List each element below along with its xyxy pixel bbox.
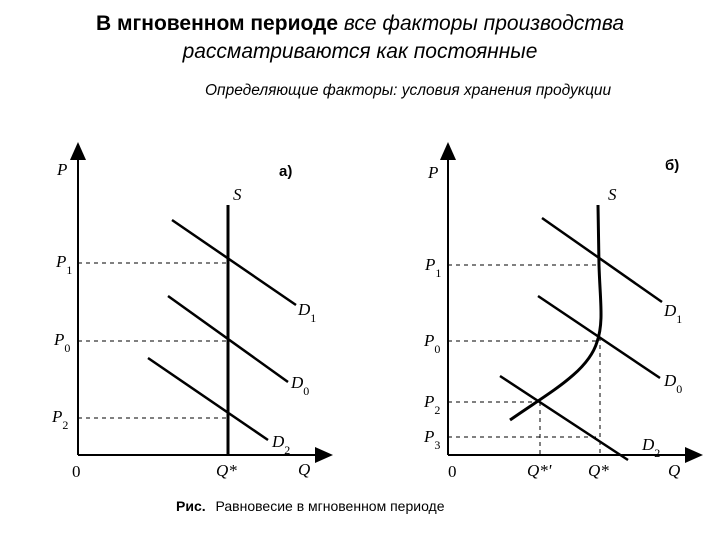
panel-a: P Q 0 а) S Q* P1 P0 P2 D1 D0 D2	[51, 142, 333, 481]
b-x-axis-label: Q	[668, 461, 680, 480]
a-y-axis-label: P	[56, 160, 67, 179]
b-q-label: Q*	[588, 461, 609, 480]
caption-text: Равновесие в мгновенном периоде	[216, 498, 445, 514]
a-panel-tag: а)	[279, 163, 292, 180]
b-panel-tag: б)	[665, 157, 679, 174]
b-demand-label-d0: D0	[663, 371, 682, 396]
a-demand-label-d2: D2	[271, 432, 290, 457]
b-price-p2: P2	[423, 392, 440, 417]
a-price-p1: P1	[55, 252, 72, 277]
b-demand-d0	[537, 294, 661, 380]
a-price-p0: P0	[53, 330, 70, 355]
title-line-1: В мгновенном периоде все факторы произво…	[0, 10, 720, 38]
b-demand-d1	[541, 216, 663, 304]
a-demand-label-d0: D0	[290, 373, 309, 398]
b-origin-label: 0	[448, 462, 457, 481]
a-demand-d2	[147, 356, 269, 442]
title-italic: все факторы производства	[343, 12, 624, 35]
slide-title: В мгновенном периоде все факторы произво…	[0, 10, 720, 66]
a-x-axis-label: Q	[298, 460, 310, 479]
b-q-label-prime: Q*'	[527, 461, 552, 480]
figure-caption: Рис. Равновесие в мгновенном периоде	[176, 498, 445, 514]
b-demand-label-d1: D1	[663, 301, 682, 326]
caption-prefix: Рис.	[176, 498, 206, 514]
panel-b: P Q 0 б) S Q*' Q* P1 P0 P2 P3 D1 D0 D2	[423, 142, 703, 481]
a-price-p2: P2	[51, 407, 68, 432]
title-line-2: рассматриваются как постоянные	[182, 40, 538, 63]
a-demand-label-d1: D1	[297, 300, 316, 325]
b-price-p1: P1	[424, 255, 441, 280]
b-supply-curve	[509, 204, 603, 422]
a-demand-d0	[167, 294, 289, 384]
title-bold: В мгновенном периоде	[95, 12, 339, 35]
subtitle: Определяющие факторы: условия хранения п…	[205, 82, 612, 99]
a-origin-label: 0	[72, 462, 81, 481]
b-demand-d2	[499, 374, 629, 462]
b-price-p3: P3	[423, 427, 440, 452]
b-price-p0: P0	[423, 331, 440, 356]
a-supply-label: S	[233, 185, 242, 204]
a-demand-d1	[171, 218, 297, 307]
b-y-axis-label: P	[427, 163, 438, 182]
a-q-label: Q*	[216, 461, 237, 480]
b-supply-label: S	[608, 185, 617, 204]
b-demand-label-d2: D2	[641, 435, 660, 460]
